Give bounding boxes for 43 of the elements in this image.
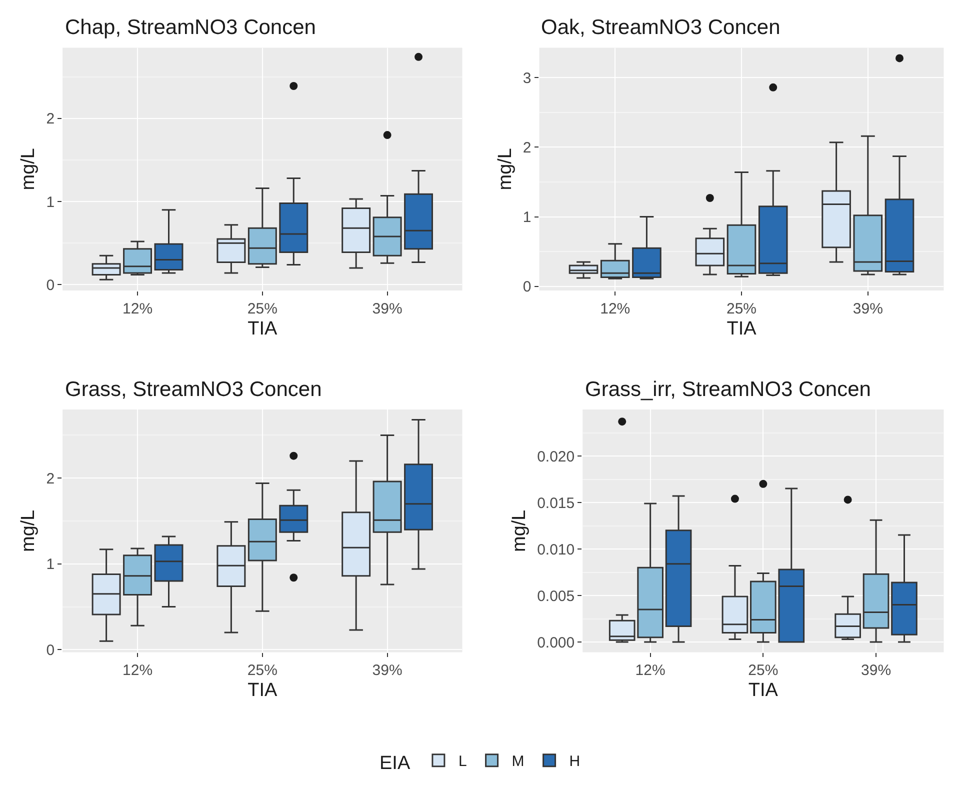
y-tick-label: 1 [522,209,532,226]
y-tick-label: 0 [46,276,55,294]
y-tick-label: 2 [46,110,55,128]
y-tick-label: 0.000 [537,634,575,652]
x-tick-label: 39% [372,300,402,318]
x-tick-label: 39% [861,662,892,680]
x-axis-title: TIA [248,680,278,702]
x-axis-title: TIA [748,680,778,702]
x-tick-label: 12% [122,662,153,680]
x-tick-label: 12% [600,300,630,318]
chart-title: Grass_irr, StreamNO3 Concen [585,378,871,401]
y-tick-label: 0.005 [537,588,575,605]
x-tick-label: 25% [247,300,278,318]
y-tick-label: 0 [522,278,532,296]
y-tick-label: 0 [46,642,55,659]
y-tick-label: 3 [522,70,532,87]
x-tick-label: 12% [122,300,153,318]
y-tick-label: 1 [46,194,55,211]
y-tick-label: 0.010 [537,541,575,558]
x-axis-title: TIA [726,318,757,340]
chart-title: Oak, StreamNO3 Concen [541,16,780,39]
legend-title: EIA [380,752,410,774]
y-tick-label: 2 [46,470,55,488]
y-tick-label: 0.020 [537,448,575,466]
y-tick-label: 1 [46,556,55,574]
y-axis-title: mg/L [18,148,40,190]
y-axis-title: mg/L [494,148,516,190]
x-tick-label: 25% [748,662,778,680]
x-tick-label: 25% [726,300,757,318]
legend-label: M [512,753,524,770]
x-axis-title: TIA [248,318,278,340]
chart-title: Grass, StreamNO3 Concen [65,378,322,401]
x-tick-label: 12% [635,662,666,680]
y-axis-title: mg/L [18,510,40,552]
x-tick-label: 39% [852,300,883,318]
x-tick-label: 39% [372,662,402,680]
x-tick-label: 25% [247,662,278,680]
y-tick-label: 2 [522,139,532,156]
y-tick-label: 0.015 [537,494,575,512]
legend-label: H [569,753,580,770]
chart-title: Chap, StreamNO3 Concen [65,16,316,39]
y-axis-title: mg/L [508,510,530,552]
legend-label: L [458,753,467,770]
